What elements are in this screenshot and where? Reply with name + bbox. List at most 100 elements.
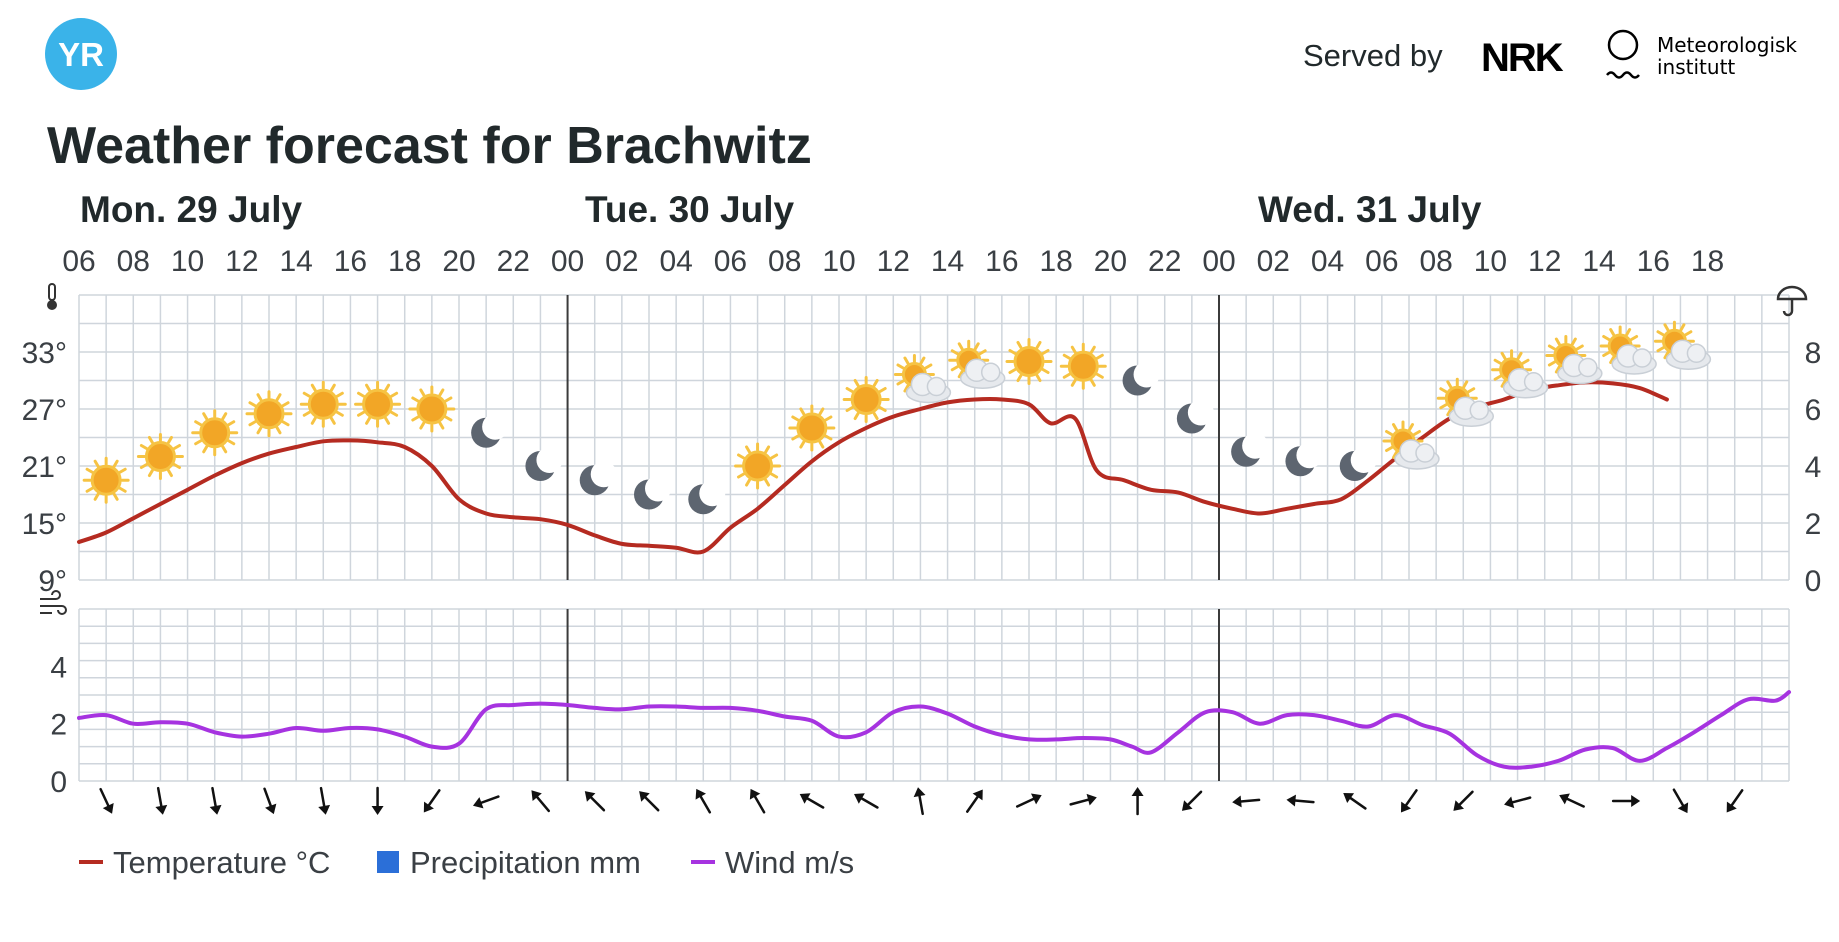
arrow-head — [749, 788, 761, 800]
moon-icon — [634, 475, 671, 510]
day-labels: Mon. 29 July Tue. 30 July Wed. 31 July — [80, 189, 1482, 230]
hour-tick-label: 10 — [822, 245, 855, 278]
wind-direction-arrow — [1286, 794, 1315, 807]
cloud-puff — [1415, 443, 1435, 463]
served-by-label: Served by — [1303, 38, 1443, 73]
hour-tick-label: 18 — [1039, 245, 1072, 278]
legend-label: Precipitation mm — [410, 845, 641, 880]
sun-ray — [384, 416, 391, 425]
moon-shadow — [645, 475, 671, 502]
legend-item: Temperature °C — [79, 845, 330, 880]
hour-tick-label: 16 — [985, 245, 1018, 278]
sun-ray — [194, 439, 203, 446]
sun-disc — [307, 388, 339, 420]
precipitation-tick-label: 0 — [1805, 565, 1822, 598]
sun-ray — [1446, 380, 1453, 389]
wind-icon — [40, 590, 67, 615]
wind-direction-arrow — [1343, 792, 1367, 810]
sun-ray — [419, 388, 426, 397]
wind-direction-arrow — [99, 787, 114, 814]
sun-ray — [248, 420, 257, 427]
sun-ray — [1016, 340, 1023, 350]
day-label: Tue. 30 July — [585, 189, 794, 230]
sun-ray — [818, 440, 825, 449]
nrk-logo[interactable]: NRK — [1481, 36, 1566, 80]
hour-tick-label: 08 — [768, 245, 801, 278]
sun-ray — [1684, 330, 1693, 337]
sun-ray — [335, 410, 344, 417]
sun-disc — [199, 417, 231, 449]
wind-direction-arrow — [1232, 795, 1261, 808]
sun-ray — [147, 468, 154, 478]
sun-ray — [1041, 368, 1050, 374]
hour-tick-label: 22 — [1148, 245, 1181, 278]
wind-direction-arrow — [1400, 789, 1418, 813]
sun-ray — [1392, 423, 1398, 432]
yr-logo[interactable]: YR — [45, 18, 117, 90]
sun-icon — [1059, 342, 1107, 390]
sun-ray — [335, 391, 344, 398]
sun-ray — [1089, 345, 1096, 354]
temperature-axis: 9°15°21°27°33° — [22, 337, 67, 598]
sun-ray — [1493, 374, 1502, 381]
wind-direction-arrow — [371, 786, 384, 815]
sun-ray — [824, 434, 833, 441]
hour-tick-label: 14 — [1582, 245, 1615, 278]
sun-ray — [1575, 344, 1584, 351]
arrow-head — [1677, 802, 1689, 814]
sun-ray — [872, 411, 879, 421]
sun-disc — [362, 388, 394, 420]
wind-direction-arrow — [695, 788, 712, 814]
precipitation-tick-label: 4 — [1805, 451, 1822, 484]
sun-ray — [302, 391, 311, 398]
sun-ray — [1462, 380, 1469, 389]
sun-ray — [957, 370, 964, 379]
wind-direction-arrow — [1672, 788, 1689, 814]
sun-ray — [275, 426, 282, 435]
sun-ray — [365, 383, 372, 392]
wind-direction-arrow — [472, 795, 500, 809]
sun-ray — [1385, 446, 1394, 452]
legend-swatch — [377, 851, 399, 873]
sun-icon — [299, 380, 347, 428]
legend-label: Temperature °C — [113, 845, 330, 880]
wind-direction-arrow — [1453, 790, 1474, 811]
met-name-line2: institutt — [1657, 55, 1735, 79]
sun-ray — [357, 410, 366, 417]
arrow-head — [854, 793, 865, 804]
sun-ray — [1500, 379, 1507, 388]
moon-shadow — [699, 480, 726, 507]
sun-ray — [1095, 353, 1104, 360]
sun-ray — [444, 396, 453, 403]
partly-cloudy-icon — [1599, 325, 1657, 375]
sun-ray — [957, 342, 964, 351]
hour-tick-label: 16 — [334, 245, 367, 278]
sun-ray — [896, 379, 905, 386]
sun-ray — [1035, 373, 1042, 383]
hour-tick-label: 06 — [1365, 245, 1398, 278]
sun-ray — [194, 420, 203, 427]
sun-ray — [764, 478, 771, 487]
partly-cloudy-icon — [1491, 349, 1549, 399]
sun-ray — [924, 363, 933, 370]
met-institute-logo[interactable]: Meteorologisk institutt — [1606, 29, 1797, 79]
nrk-logo-text: NRK — [1481, 36, 1564, 80]
hour-tick-label: 20 — [1094, 245, 1127, 278]
precipitation-tick-label: 8 — [1805, 337, 1822, 370]
sun-ray — [419, 421, 426, 430]
arrow-head — [1086, 793, 1097, 806]
arrow-head — [209, 804, 222, 815]
precipitation-tick-label: 6 — [1805, 394, 1822, 427]
partly-cloudy-icon — [1436, 377, 1495, 427]
arrow-head — [1453, 800, 1464, 811]
sun-ray — [172, 463, 181, 469]
met-name-line1: Meteorologisk — [1657, 33, 1797, 57]
wind-tick-label: 4 — [50, 651, 67, 684]
sun-ray — [444, 415, 453, 422]
hour-tick-label: 08 — [117, 245, 150, 278]
sun-ray — [769, 453, 779, 460]
wind-direction-arrow — [1504, 796, 1532, 809]
sun-ray — [384, 383, 391, 392]
sun-ray — [1446, 408, 1453, 417]
sun-ray — [737, 472, 746, 479]
